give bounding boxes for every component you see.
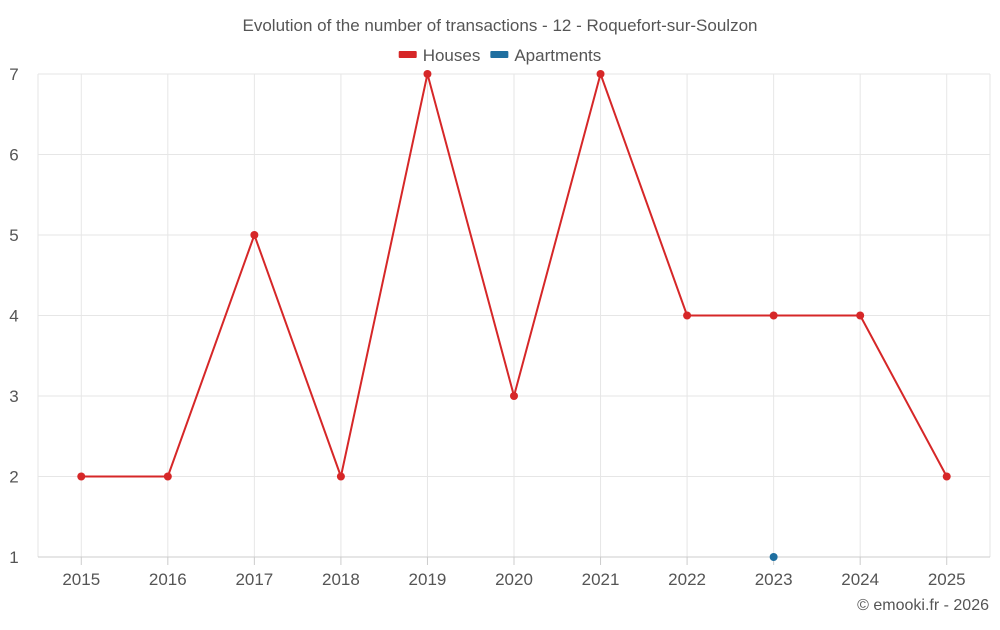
data-point-houses[interactable] [769, 311, 778, 320]
data-point-houses[interactable] [596, 70, 605, 78]
data-point-houses[interactable] [336, 472, 345, 481]
x-tick-label: 2019 [409, 570, 447, 589]
x-tick-label: 2025 [928, 570, 966, 589]
data-point-apartments[interactable] [769, 553, 778, 561]
x-tick-label: 2017 [235, 570, 273, 589]
legend-label-houses: Houses [423, 46, 481, 65]
y-tick-label: 4 [9, 307, 18, 326]
y-tick-label: 3 [9, 387, 18, 406]
data-point-houses[interactable] [77, 472, 86, 481]
x-tick-label: 2023 [755, 570, 793, 589]
legend-item-apartments[interactable]: Apartments [490, 46, 601, 65]
legend-swatch-apartments [490, 51, 509, 58]
axis-layer: 1 2 3 4 5 6 7 2015 2016 2017 2018 2019 2020 2021 2022 2… [9, 65, 990, 589]
y-tick-label: 6 [9, 146, 18, 165]
x-tick-label: 2016 [149, 570, 187, 589]
y-tick-label: 1 [9, 548, 18, 567]
data-point-houses[interactable] [942, 472, 951, 481]
x-tick-label: 2018 [322, 570, 360, 589]
data-point-houses[interactable] [250, 231, 259, 239]
data-point-houses[interactable] [163, 472, 172, 481]
x-tick-label: 2021 [582, 570, 620, 589]
x-tick-label: 2015 [62, 570, 100, 589]
series-layer [77, 70, 951, 561]
y-tick-label: 5 [9, 226, 18, 245]
data-point-houses[interactable] [510, 392, 518, 400]
y-tick-label: 2 [9, 468, 18, 487]
y-tick-label: 7 [9, 65, 18, 84]
credit-text: © emooki.fr - 2026 [857, 597, 989, 614]
data-point-houses[interactable] [856, 311, 865, 320]
data-point-houses[interactable] [683, 311, 692, 320]
legend[interactable]: Houses Apartments [398, 46, 602, 65]
data-point-houses[interactable] [423, 70, 432, 78]
legend-swatch-houses [398, 51, 417, 58]
x-tick-label: 2022 [668, 570, 706, 589]
chart-title: Evolution of the number of transactions … [243, 16, 758, 35]
legend-item-houses[interactable]: Houses [398, 46, 481, 65]
x-tick-label: 2020 [495, 570, 533, 589]
x-tick-label: 2024 [841, 570, 879, 589]
legend-label-apartments: Apartments [514, 46, 601, 65]
